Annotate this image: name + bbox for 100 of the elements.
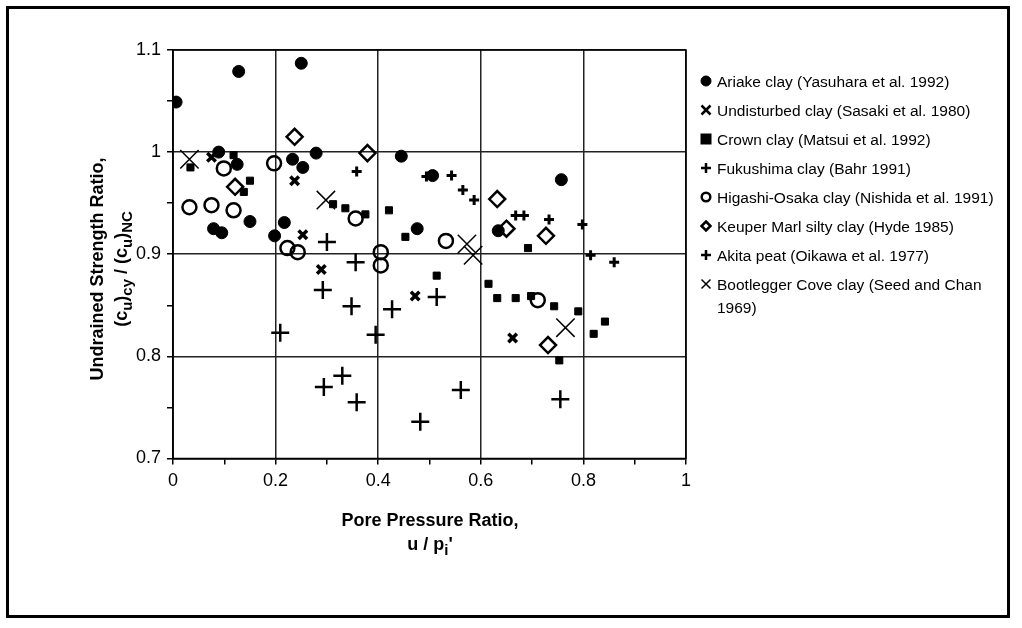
point bbox=[511, 294, 520, 303]
point bbox=[432, 271, 441, 280]
point bbox=[463, 245, 484, 266]
point bbox=[245, 176, 255, 185]
point bbox=[358, 143, 377, 163]
point bbox=[315, 190, 336, 211]
y-tick-label: 1.1 bbox=[135, 38, 162, 59]
point bbox=[493, 294, 502, 303]
point bbox=[484, 279, 493, 288]
legend-label: Akita peat (Oikawa et al. 1977) bbox=[717, 246, 929, 266]
point bbox=[265, 155, 283, 172]
point bbox=[372, 243, 390, 261]
point bbox=[527, 292, 536, 301]
point bbox=[179, 149, 200, 170]
point bbox=[309, 146, 323, 160]
point bbox=[225, 177, 245, 197]
point bbox=[230, 157, 244, 171]
point bbox=[550, 302, 559, 311]
point bbox=[347, 210, 364, 227]
point bbox=[529, 291, 546, 309]
point bbox=[232, 64, 246, 78]
point bbox=[538, 335, 558, 355]
point bbox=[215, 226, 229, 240]
point bbox=[332, 365, 353, 386]
point bbox=[186, 163, 195, 172]
point bbox=[346, 392, 367, 413]
point bbox=[426, 169, 440, 183]
point bbox=[409, 290, 422, 303]
x-tick-label: 1 bbox=[680, 470, 692, 491]
point bbox=[410, 222, 424, 236]
point bbox=[313, 376, 335, 398]
point bbox=[345, 252, 366, 273]
point bbox=[487, 189, 507, 209]
point bbox=[437, 232, 455, 250]
y-tick-label: 0.8 bbox=[135, 345, 162, 366]
point bbox=[225, 202, 242, 219]
point bbox=[296, 228, 309, 241]
point bbox=[394, 149, 408, 163]
point bbox=[312, 279, 334, 301]
x-tick-label: 0.4 bbox=[365, 470, 391, 491]
point bbox=[269, 322, 291, 344]
point bbox=[243, 215, 257, 229]
point bbox=[315, 263, 328, 276]
point bbox=[467, 193, 481, 207]
point bbox=[341, 296, 362, 317]
y-tick-label: 0.7 bbox=[135, 447, 162, 468]
legend-label: Crown clay (Matsui et al. 1992) bbox=[717, 130, 931, 150]
point bbox=[239, 187, 248, 196]
legend-label: Higashi-Osaka clay (Nishida et al. 1991) bbox=[717, 188, 994, 208]
point bbox=[600, 317, 609, 326]
point bbox=[384, 206, 394, 215]
point bbox=[555, 356, 564, 365]
point bbox=[296, 160, 310, 174]
point bbox=[401, 232, 410, 241]
point bbox=[410, 411, 431, 432]
point bbox=[212, 145, 226, 159]
point bbox=[426, 286, 447, 308]
point bbox=[205, 151, 218, 164]
x-tick-label: 0 bbox=[168, 470, 179, 491]
point bbox=[584, 248, 598, 262]
point bbox=[554, 173, 568, 187]
point bbox=[445, 169, 459, 183]
point bbox=[491, 224, 505, 238]
point bbox=[555, 317, 576, 338]
point bbox=[536, 226, 556, 246]
point bbox=[286, 152, 300, 166]
point bbox=[589, 329, 598, 338]
point bbox=[268, 229, 282, 243]
x-tick-label: 0.8 bbox=[570, 470, 596, 491]
point bbox=[215, 160, 233, 177]
point bbox=[279, 239, 296, 257]
legend-label: Undisturbed clay (Sasaki et al. 1980) bbox=[717, 101, 971, 121]
point bbox=[229, 151, 238, 160]
point bbox=[285, 127, 304, 147]
point bbox=[574, 307, 583, 316]
point bbox=[575, 218, 589, 232]
x-tick-label: 0.2 bbox=[263, 470, 289, 491]
point bbox=[329, 200, 338, 209]
point bbox=[607, 255, 621, 269]
point bbox=[456, 183, 470, 197]
point bbox=[523, 244, 533, 253]
point bbox=[381, 299, 403, 320]
legend-label: Fukushima clay (Bahr 1991) bbox=[717, 159, 911, 179]
point bbox=[203, 196, 220, 214]
y-tick-label: 0.9 bbox=[135, 243, 162, 264]
point bbox=[341, 204, 350, 213]
legend-label: Bootlegger Cove clay (Seed and Chan 1969) bbox=[717, 275, 983, 318]
x-tick-label: 0.6 bbox=[468, 470, 494, 491]
point bbox=[294, 56, 308, 70]
point bbox=[361, 210, 370, 219]
point bbox=[550, 388, 571, 410]
point bbox=[365, 324, 386, 346]
point bbox=[506, 331, 519, 344]
x-axis-title: Pore Pressure Ratio, u / p$_{i}$' bbox=[341, 510, 519, 558]
legend-label: Ariake clay (Yasuhara et al. 1992) bbox=[717, 72, 950, 92]
point bbox=[542, 212, 556, 226]
legend-label: Keuper Marl silty clay (Hyde 1985) bbox=[717, 217, 954, 237]
point bbox=[350, 165, 364, 178]
point bbox=[277, 216, 291, 230]
point bbox=[316, 231, 338, 253]
